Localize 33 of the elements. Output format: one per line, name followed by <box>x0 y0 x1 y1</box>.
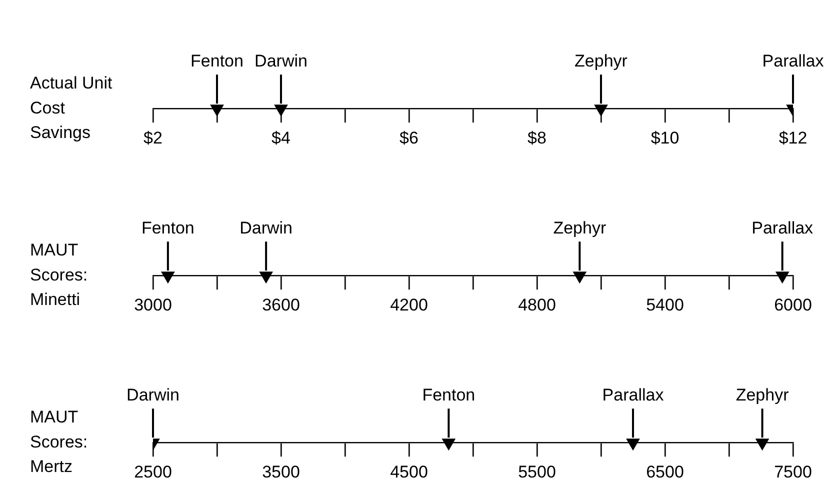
text: Parallax <box>602 386 664 405</box>
text: Zephyr <box>553 218 606 238</box>
text: Fenton <box>190 52 244 71</box>
text: Darwin <box>126 386 180 405</box>
x-tick-label: 4800 <box>518 295 556 314</box>
x-tick-label: $2 <box>144 128 162 148</box>
x-tick-label: 7500 <box>774 462 812 482</box>
text: Zephyr <box>574 52 628 71</box>
x-tick-label: $4 <box>272 128 290 148</box>
x-tick-label: 6500 <box>646 462 684 482</box>
x-tick-label: $8 <box>528 128 546 148</box>
text: Parallax <box>762 52 824 71</box>
y-tick-label: Actual Unit Cost Savings <box>30 74 112 142</box>
x-tick-label: $12 <box>778 128 808 148</box>
y-tick-label: MAUT Scores: Mertz <box>30 408 88 476</box>
text: Parallax <box>752 218 814 238</box>
text: Darwin <box>254 52 308 71</box>
x-tick-label: 2500 <box>134 462 172 482</box>
text: Zephyr <box>736 386 790 405</box>
text: Darwin <box>240 218 293 238</box>
x-tick-label: 4200 <box>390 295 428 314</box>
x-tick-label: 3600 <box>262 295 300 314</box>
text: Fenton <box>422 386 476 405</box>
x-tick-label: $6 <box>400 128 418 148</box>
x-tick-label: $10 <box>650 128 680 148</box>
x-tick-label: 5500 <box>518 462 556 482</box>
x-tick-label: 3000 <box>134 295 172 314</box>
x-tick-label: 5400 <box>646 295 684 314</box>
x-tick-label: 6000 <box>774 295 812 314</box>
x-tick-label: 3500 <box>262 462 300 482</box>
y-tick-label: MAUT Scores: Minetti <box>30 240 88 309</box>
text: Fenton <box>141 218 194 238</box>
x-tick-label: 4500 <box>390 462 428 482</box>
